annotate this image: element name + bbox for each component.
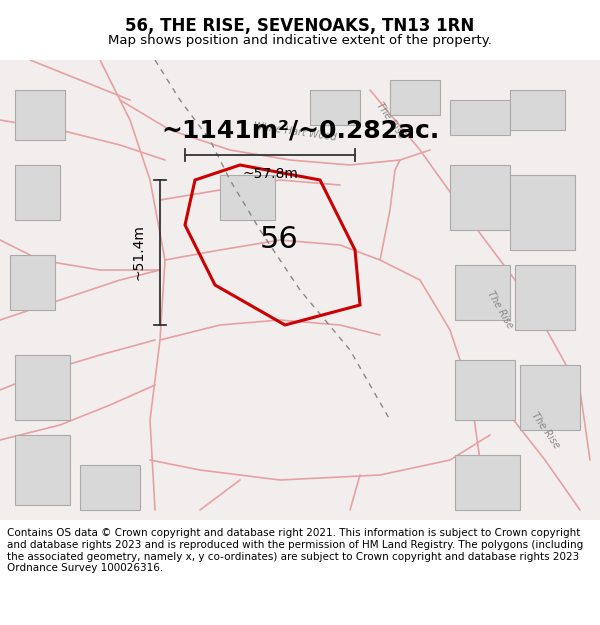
Polygon shape xyxy=(510,90,565,130)
Text: ~51.4m: ~51.4m xyxy=(132,224,146,281)
Text: The Rise: The Rise xyxy=(529,410,561,450)
Polygon shape xyxy=(80,465,140,510)
Polygon shape xyxy=(520,365,580,430)
Text: 56: 56 xyxy=(260,225,299,254)
Polygon shape xyxy=(455,360,515,420)
Text: ~57.8m: ~57.8m xyxy=(242,167,298,181)
Polygon shape xyxy=(310,90,360,125)
Polygon shape xyxy=(510,175,575,250)
Polygon shape xyxy=(15,90,65,140)
Polygon shape xyxy=(450,165,510,230)
Text: The Rise: The Rise xyxy=(374,100,406,140)
Text: Contains OS data © Crown copyright and database right 2021. This information is : Contains OS data © Crown copyright and d… xyxy=(7,528,583,573)
Polygon shape xyxy=(390,80,440,115)
Polygon shape xyxy=(15,435,70,505)
Polygon shape xyxy=(455,455,520,510)
Text: The Rise: The Rise xyxy=(485,289,515,331)
Polygon shape xyxy=(515,265,575,330)
Text: ~1141m²/~0.282ac.: ~1141m²/~0.282ac. xyxy=(161,118,439,142)
Text: Map shows position and indicative extent of the property.: Map shows position and indicative extent… xyxy=(108,34,492,47)
Polygon shape xyxy=(455,265,510,320)
Text: White Hart Wood: White Hart Wood xyxy=(253,121,337,142)
Polygon shape xyxy=(10,255,55,310)
Polygon shape xyxy=(450,100,510,135)
Polygon shape xyxy=(15,165,60,220)
Polygon shape xyxy=(220,175,275,220)
Text: 56, THE RISE, SEVENOAKS, TN13 1RN: 56, THE RISE, SEVENOAKS, TN13 1RN xyxy=(125,17,475,35)
Polygon shape xyxy=(15,355,70,420)
